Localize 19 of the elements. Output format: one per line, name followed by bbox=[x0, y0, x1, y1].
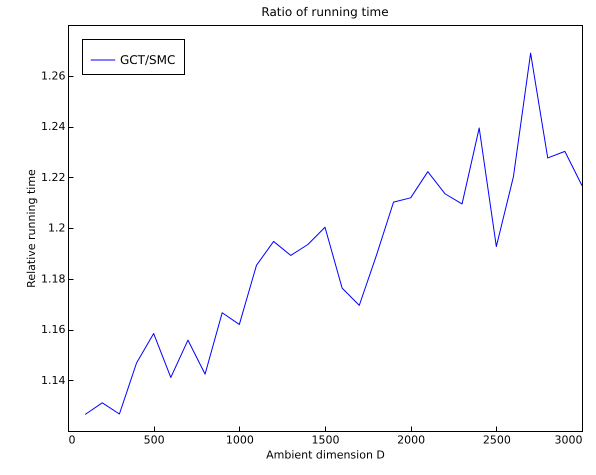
legend-label: GCT/SMC bbox=[120, 53, 176, 67]
x-tick-label: 2500 bbox=[482, 434, 511, 446]
y-tick-label: 1.18 bbox=[41, 272, 66, 286]
x-axis-title: Ambient dimension D bbox=[266, 448, 385, 462]
x-tick-label: 3000 bbox=[554, 434, 582, 446]
x-tick-label: 2000 bbox=[397, 434, 426, 446]
y-tick-label: 1.24 bbox=[41, 120, 66, 133]
y-axis-title: Relative running time bbox=[25, 168, 38, 288]
y-tick-label: 1.26 bbox=[41, 69, 66, 82]
x-tick-label: 0 bbox=[68, 434, 76, 446]
y-tick-label: 1.22 bbox=[41, 170, 66, 184]
y-tick-label: 1.2 bbox=[48, 222, 66, 234]
x-tick-label: 1000 bbox=[226, 434, 254, 446]
line-series bbox=[84, 52, 582, 416]
y-tick-label: 1.16 bbox=[41, 323, 66, 336]
y-tick-label: 1.14 bbox=[41, 374, 66, 387]
x-tick-label: 500 bbox=[144, 434, 165, 446]
x-tick-label: 1500 bbox=[312, 434, 340, 446]
chart-title: Ratio of running time bbox=[261, 5, 389, 19]
